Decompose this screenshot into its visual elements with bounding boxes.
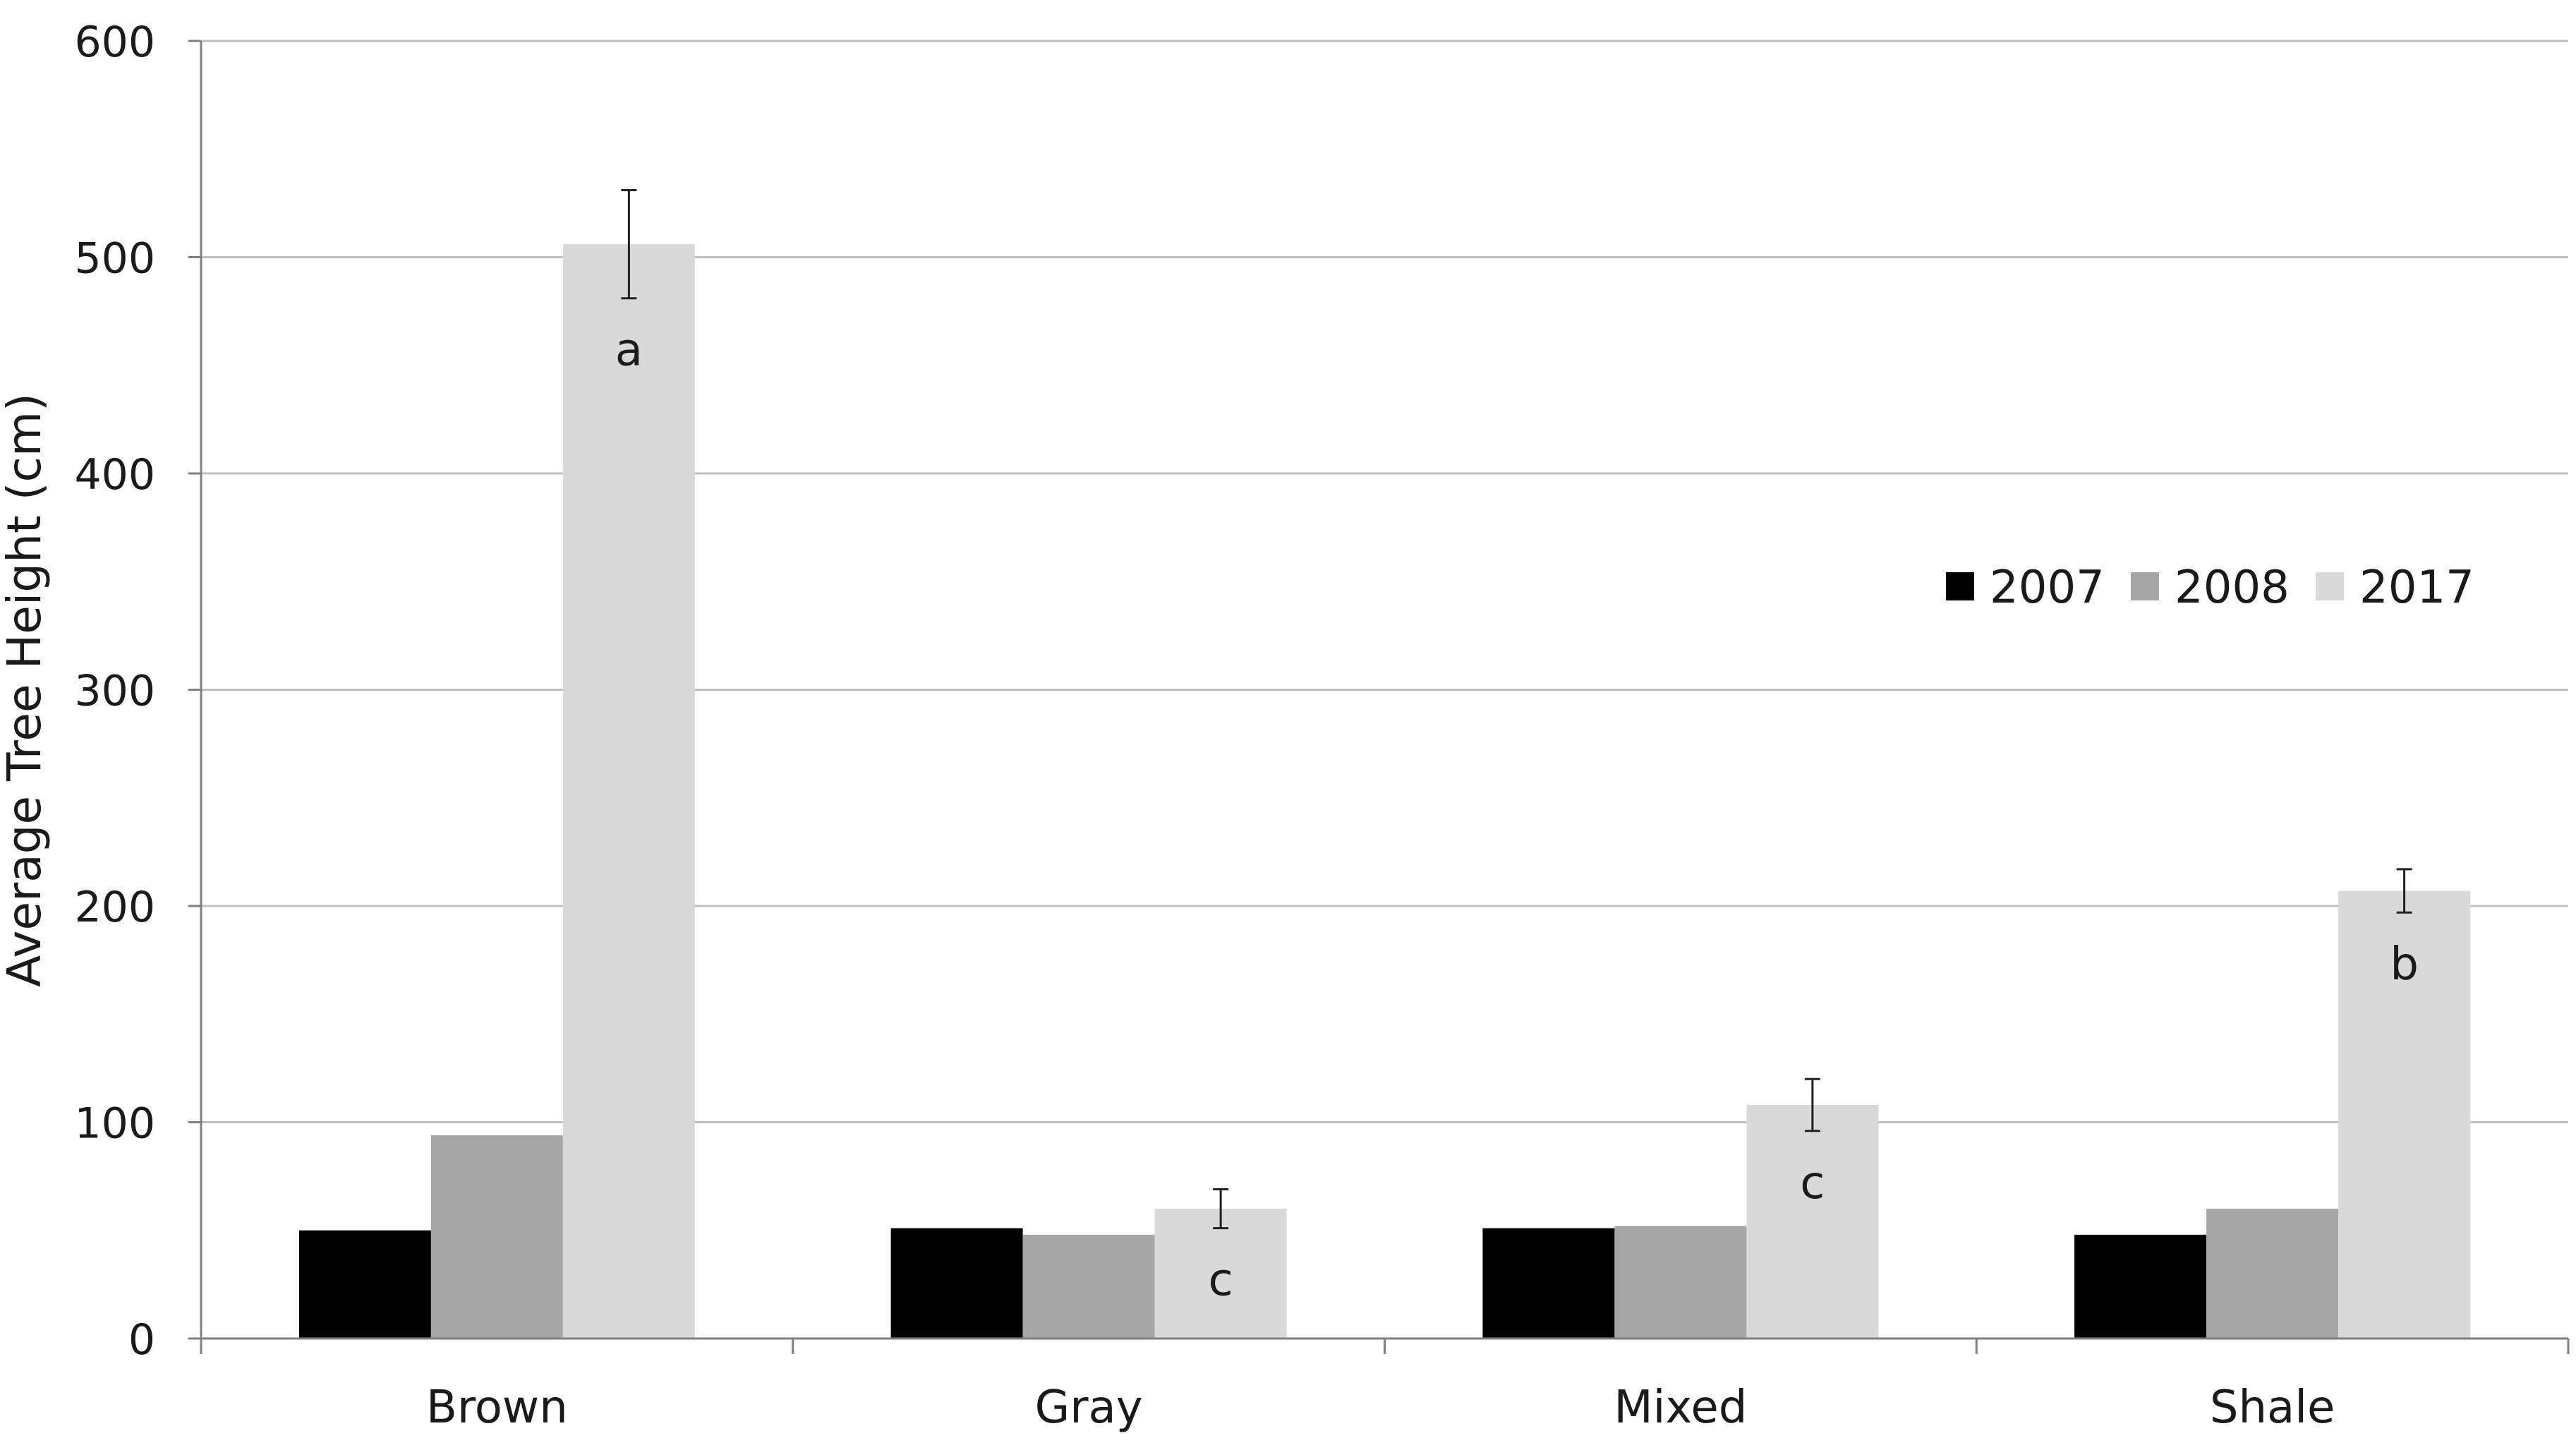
bar bbox=[1746, 1104, 1879, 1339]
bar bbox=[562, 244, 695, 1339]
x-tick-labels: Brown Gray Mixed Shale bbox=[426, 1382, 2335, 1434]
legend-label: 2008 bbox=[2175, 562, 2290, 614]
bar bbox=[298, 1230, 431, 1339]
y-tick-label: 400 bbox=[74, 450, 155, 500]
bar bbox=[1154, 1209, 1287, 1339]
bar bbox=[2074, 1234, 2207, 1339]
legend-swatch bbox=[2316, 572, 2344, 600]
significance-letters: a c c b bbox=[615, 325, 2419, 1307]
bar bbox=[2338, 890, 2471, 1339]
bar bbox=[1614, 1226, 1747, 1339]
x-tick-label: Mixed bbox=[1614, 1382, 1747, 1434]
y-axis-label: Average Tree Height (cm) bbox=[0, 393, 52, 987]
y-tick-label: 600 bbox=[74, 18, 155, 67]
y-tick-label: 200 bbox=[74, 883, 155, 932]
x-tick-label: Shale bbox=[2210, 1382, 2335, 1434]
significance-letter: c bbox=[1209, 1255, 1233, 1307]
y-tick-label: 0 bbox=[128, 1315, 155, 1365]
axes bbox=[200, 41, 2570, 1354]
y-tick-label: 100 bbox=[74, 1099, 155, 1149]
bar bbox=[1482, 1228, 1615, 1339]
y-tick-label: 500 bbox=[74, 234, 155, 284]
significance-letter: c bbox=[1800, 1157, 1825, 1209]
bars bbox=[298, 244, 2471, 1339]
bar bbox=[430, 1135, 563, 1339]
bar bbox=[2206, 1209, 2339, 1339]
significance-letter: a bbox=[615, 325, 643, 377]
legend-label: 2007 bbox=[1990, 562, 2105, 614]
x-tick-label: Gray bbox=[1035, 1382, 1143, 1434]
legend-swatch bbox=[2131, 572, 2159, 600]
legend-swatch bbox=[1946, 572, 1974, 600]
bar bbox=[890, 1228, 1023, 1339]
y-tick-labels: 0 100 200 300 400 500 600 bbox=[74, 18, 155, 1365]
legend-label: 2017 bbox=[2359, 562, 2474, 614]
significance-letter: b bbox=[2390, 938, 2419, 991]
error-bars bbox=[621, 188, 2412, 1230]
bar bbox=[1022, 1234, 1155, 1339]
x-tick-label: Brown bbox=[426, 1382, 568, 1434]
y-tick-label: 300 bbox=[74, 667, 155, 716]
legend: 2007 2008 2017 bbox=[1946, 562, 2474, 614]
